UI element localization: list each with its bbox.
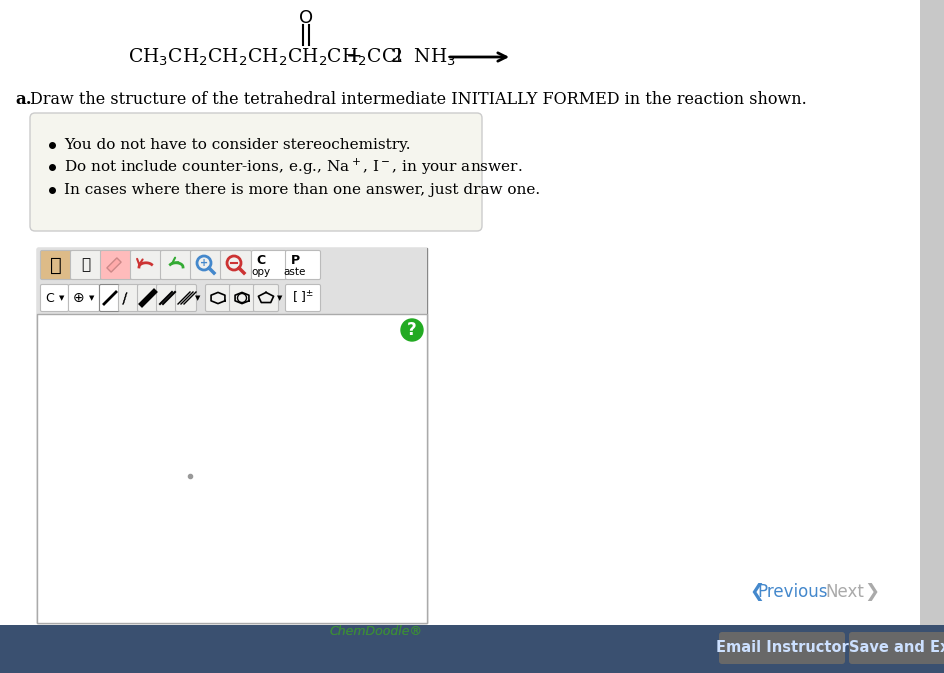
Text: Do not include counter-ions, e.g., Na$^+$, I$^-$, in your answer.: Do not include counter-ions, e.g., Na$^+… xyxy=(64,157,522,177)
FancyArrow shape xyxy=(107,258,121,272)
Text: 🧪: 🧪 xyxy=(81,258,91,273)
Text: ❯: ❯ xyxy=(865,583,880,601)
Bar xyxy=(920,0,944,673)
FancyBboxPatch shape xyxy=(229,285,255,312)
Bar xyxy=(0,625,944,673)
Text: ?: ? xyxy=(407,321,417,339)
Text: ▼: ▼ xyxy=(59,295,65,301)
Text: aste: aste xyxy=(284,267,306,277)
FancyBboxPatch shape xyxy=(191,250,222,279)
Text: In cases where there is more than one answer, just draw one.: In cases where there is more than one an… xyxy=(64,183,540,197)
FancyBboxPatch shape xyxy=(160,250,192,279)
FancyBboxPatch shape xyxy=(176,285,196,312)
FancyBboxPatch shape xyxy=(99,285,121,312)
FancyBboxPatch shape xyxy=(719,632,845,664)
FancyBboxPatch shape xyxy=(157,285,177,312)
Text: +: + xyxy=(200,258,208,268)
Text: C: C xyxy=(257,254,265,267)
Text: O: O xyxy=(299,9,313,27)
FancyBboxPatch shape xyxy=(119,285,140,312)
FancyBboxPatch shape xyxy=(138,285,159,312)
Text: Draw the structure of the tetrahedral intermediate INITIALLY FORMED in the react: Draw the structure of the tetrahedral in… xyxy=(30,92,807,108)
Text: opy: opy xyxy=(251,267,271,277)
FancyBboxPatch shape xyxy=(30,113,482,231)
Bar xyxy=(37,314,427,623)
Text: P: P xyxy=(291,254,299,267)
Text: ⊕: ⊕ xyxy=(74,291,85,305)
FancyBboxPatch shape xyxy=(849,632,944,664)
Text: C: C xyxy=(45,291,55,304)
FancyBboxPatch shape xyxy=(41,285,69,312)
Text: ✋: ✋ xyxy=(50,256,62,275)
Circle shape xyxy=(401,319,423,341)
Text: Previous: Previous xyxy=(758,583,828,601)
Text: ▼: ▼ xyxy=(195,295,201,301)
Bar xyxy=(37,248,427,623)
FancyBboxPatch shape xyxy=(221,250,251,279)
Bar xyxy=(37,282,427,314)
Bar xyxy=(37,248,427,282)
Text: ChemDoodle®: ChemDoodle® xyxy=(329,625,422,638)
Text: Next: Next xyxy=(826,583,865,601)
Text: +: + xyxy=(346,48,362,67)
Text: Save and Exit: Save and Exit xyxy=(849,641,944,656)
FancyBboxPatch shape xyxy=(285,250,321,279)
Text: ▼: ▼ xyxy=(90,295,94,301)
Text: You do not have to consider stereochemistry.: You do not have to consider stereochemis… xyxy=(64,138,411,152)
FancyBboxPatch shape xyxy=(100,250,131,279)
Text: Email Instructor: Email Instructor xyxy=(716,641,849,656)
Text: a.: a. xyxy=(15,92,32,108)
Text: ChemDoodle®: ChemDoodle® xyxy=(329,625,422,638)
Text: ❮: ❮ xyxy=(750,583,765,601)
Text: [ ]$^{\pm}$: [ ]$^{\pm}$ xyxy=(292,290,314,306)
Text: CH$_3$CH$_2$CH$_2$CH$_2$CH$_2$CH$_2$CCl: CH$_3$CH$_2$CH$_2$CH$_2$CH$_2$CH$_2$CCl xyxy=(128,46,403,68)
FancyBboxPatch shape xyxy=(41,250,72,279)
FancyBboxPatch shape xyxy=(130,250,161,279)
FancyBboxPatch shape xyxy=(251,250,286,279)
FancyBboxPatch shape xyxy=(71,250,102,279)
FancyBboxPatch shape xyxy=(285,285,321,312)
FancyBboxPatch shape xyxy=(206,285,230,312)
FancyBboxPatch shape xyxy=(254,285,278,312)
Text: 2  NH$_3$: 2 NH$_3$ xyxy=(390,46,456,68)
Text: ▼: ▼ xyxy=(278,295,282,301)
FancyBboxPatch shape xyxy=(69,285,99,312)
